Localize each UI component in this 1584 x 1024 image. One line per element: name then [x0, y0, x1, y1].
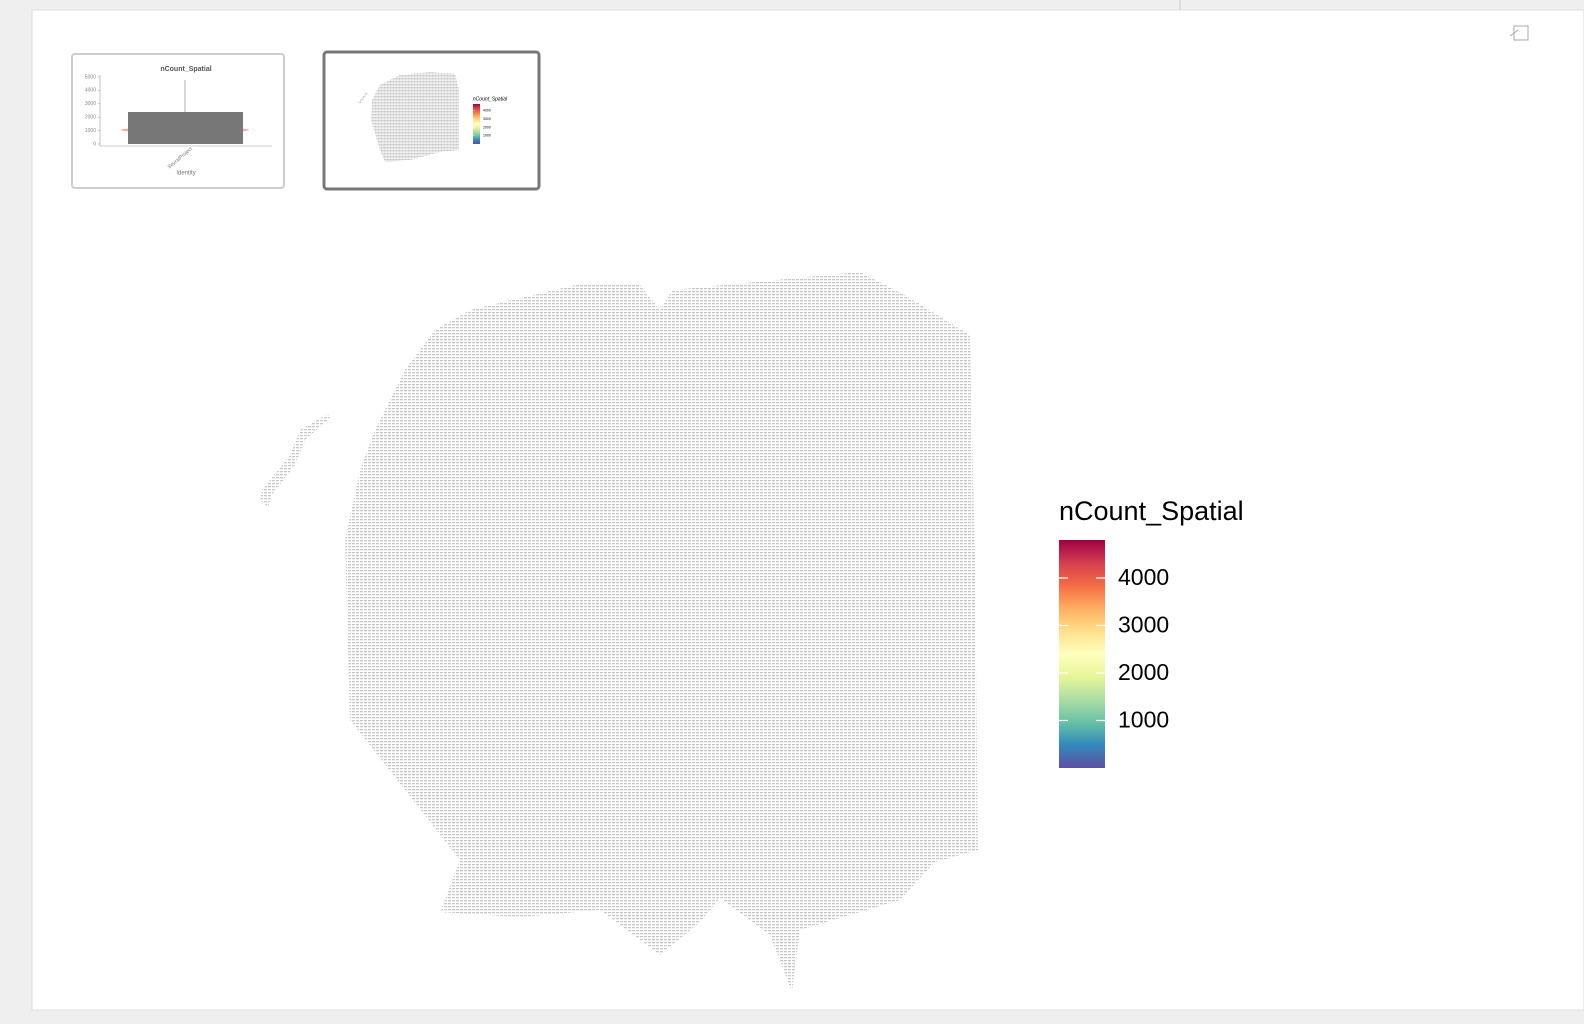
- thumbnail[interactable]: nCount_Spatial 1000 2000 3000 4000: [322, 50, 541, 191]
- legend-tick-label: 1000: [483, 134, 491, 138]
- y-axis: 0 1000 2000 3000 4000 5000: [85, 74, 100, 147]
- tissue: [358, 92, 368, 104]
- y-tick-label: 4000: [85, 88, 96, 94]
- legend-ticks: 1000 2000 3000 4000: [473, 109, 491, 138]
- y-tick-label: 1000: [85, 128, 96, 134]
- colorbar: [1059, 540, 1105, 768]
- y-tick-label: 2000: [85, 115, 96, 121]
- export-icon[interactable]: [1509, 25, 1529, 41]
- legend-title: nCount_Spatial: [473, 96, 508, 102]
- x-label: Identity: [176, 171, 195, 177]
- legend-tick-label: 3000: [1118, 612, 1169, 638]
- legend-tick-label: 4000: [483, 109, 491, 113]
- legend-tick-label: 2000: [483, 125, 491, 129]
- tissue-spots: [345, 272, 978, 992]
- thumbnail-title: nCount_Spatial: [160, 66, 211, 73]
- legend-tick-label: 3000: [483, 117, 491, 121]
- colorbar: [473, 104, 480, 144]
- tissue-spots: [260, 414, 330, 507]
- y-tick-label: 3000: [85, 101, 96, 107]
- legend-tick-label: 4000: [1118, 564, 1169, 590]
- tissue: [371, 72, 459, 162]
- legend-tick-label: 1000: [1118, 707, 1169, 733]
- points: [128, 112, 243, 144]
- legend-title: nCount_Spatial: [1059, 496, 1244, 526]
- legend-tick-label: 2000: [1118, 659, 1169, 685]
- y-tick-label: 5000: [85, 74, 96, 80]
- legend-ticks: 1000 2000 3000 4000: [1059, 564, 1169, 733]
- thumbnail[interactable]: nCount_Spatial SeuratProject Identity 01…: [71, 53, 285, 189]
- y-tick-label: 0: [93, 141, 96, 147]
